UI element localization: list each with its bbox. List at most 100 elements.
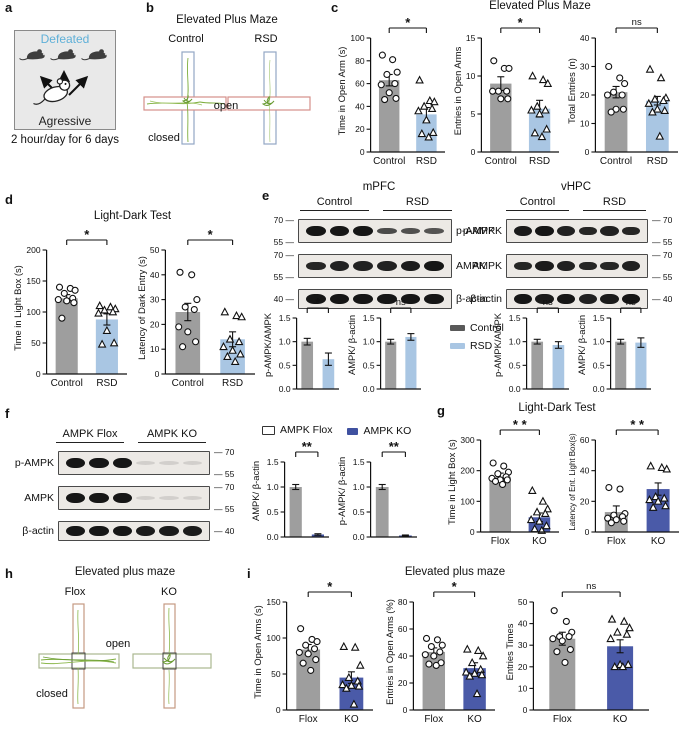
blot-row: β-actin — 40 xyxy=(456,286,678,312)
svg-text:20: 20 xyxy=(398,678,408,688)
protein-band xyxy=(112,493,133,503)
chart-time-in-light-box-rsd: 0 50 100 150 200 Control RSD Time in Light Box … xyxy=(12,226,132,395)
panel-d-title: Light-Dark Test xyxy=(93,210,172,222)
svg-text:100: 100 xyxy=(266,633,280,643)
protein-band xyxy=(400,227,421,235)
vhpc-western-blot: p-AMPK — 70 — 55 AMPK — 70 — 55 β-actin — 40 xyxy=(456,216,678,317)
svg-text:Entries in Open Arms: Entries in Open Arms xyxy=(452,46,463,135)
blot-row: p-AMPK — 70 — 55 xyxy=(456,216,678,246)
svg-text:0: 0 xyxy=(36,369,41,379)
svg-text:50: 50 xyxy=(150,245,160,255)
protein-band xyxy=(135,496,156,500)
svg-text:0.5: 0.5 xyxy=(509,360,521,370)
svg-text:RSD: RSD xyxy=(647,156,668,167)
svg-text:0.0: 0.0 xyxy=(353,532,365,542)
protein-band xyxy=(513,226,532,236)
svg-text:40: 40 xyxy=(398,651,408,661)
panel-b-open-label: open xyxy=(213,100,239,112)
defeated-mouse-icon xyxy=(19,48,46,61)
protein-band xyxy=(622,226,641,236)
mpfc-rsd-label: RSD xyxy=(383,196,452,211)
protein-label: AMPK xyxy=(24,492,54,504)
mw-marker: — 55 xyxy=(652,236,673,247)
protein-label: p-AMPK xyxy=(14,457,54,469)
svg-text:Latency of Dark Entry (s): Latency of Dark Entry (s) xyxy=(136,256,147,360)
mw-column: — 40 xyxy=(214,518,240,544)
blot-row: 70 — 55 — AMPK xyxy=(268,251,502,281)
svg-text:*: * xyxy=(84,227,90,242)
svg-text:0.5: 0.5 xyxy=(353,507,365,517)
svg-text:AMPK/ β-actin: AMPK/ β-actin xyxy=(250,461,261,521)
vhpc-control-label: Control xyxy=(506,196,569,211)
svg-text:10: 10 xyxy=(150,344,160,354)
svg-text:20: 20 xyxy=(518,662,528,672)
svg-text:RSD: RSD xyxy=(222,378,243,389)
epm-diagram-control-rsd xyxy=(143,51,311,145)
svg-text:ns: ns xyxy=(543,297,553,308)
mw-marker: 70 — xyxy=(273,215,294,225)
mw-marker: 40 — xyxy=(273,293,294,304)
panel-i-title: Elevated plus maze xyxy=(404,566,506,578)
blot-row: β-actin — 40 xyxy=(8,518,240,544)
mw-marker: 55 — xyxy=(273,236,294,247)
protein-band xyxy=(159,526,179,536)
svg-text:150: 150 xyxy=(266,597,280,607)
svg-text:AMPK/ β-actin: AMPK/ β-actin xyxy=(576,315,587,375)
protein-band xyxy=(135,526,156,536)
ko-swatch-icon xyxy=(347,427,359,435)
svg-text:10: 10 xyxy=(580,119,590,129)
svg-text:1.0: 1.0 xyxy=(279,337,291,347)
panel-h-closed-label: closed xyxy=(36,688,68,700)
protein-band xyxy=(557,294,576,304)
svg-text:30: 30 xyxy=(580,62,590,72)
svg-text:50: 50 xyxy=(31,338,41,348)
panel-label-g: g xyxy=(437,403,445,418)
svg-text:0: 0 xyxy=(360,147,365,157)
mw-marker: — 70 xyxy=(214,482,235,492)
svg-text:0.0: 0.0 xyxy=(363,384,375,394)
protein-band xyxy=(600,294,619,304)
svg-text:300: 300 xyxy=(460,435,474,445)
svg-text:p-AMPK/ β-actin: p-AMPK/ β-actin xyxy=(336,457,347,525)
svg-text:50: 50 xyxy=(518,597,528,607)
svg-text:RSD: RSD xyxy=(96,378,117,389)
chart-mpfc-ampk-ratio: 0.0 0.5 1.0 1.5 AMPK/ β-actin ns xyxy=(346,294,426,401)
svg-text:0.0: 0.0 xyxy=(509,384,521,394)
panel-h-open-label: open xyxy=(105,638,131,650)
protein-band xyxy=(622,261,641,271)
blot-row: p-AMPK — 70 — 55 xyxy=(8,448,240,478)
attack-arrow-icon xyxy=(68,75,89,96)
control-swatch-icon xyxy=(450,325,465,331)
rsd-swatch-icon xyxy=(450,343,465,349)
mpfc-control-label: Control xyxy=(300,196,369,211)
control-rsd-legend: Control RSD xyxy=(450,322,504,358)
panel-b-rsd-label: RSD xyxy=(254,33,278,45)
svg-text:Flox: Flox xyxy=(491,536,510,547)
protein-band xyxy=(182,526,203,536)
svg-text:80: 80 xyxy=(355,56,365,66)
svg-text:0.0: 0.0 xyxy=(279,384,291,394)
protein-band xyxy=(112,526,133,536)
protein-band xyxy=(578,294,597,304)
mw-column: 70 — 55 — xyxy=(268,251,294,281)
chart-latency-dark-entry: 0 10 20 30 40 50 Control RSD Latency of Dark Ent… xyxy=(136,226,260,395)
protein-band xyxy=(353,226,374,236)
svg-text:0.5: 0.5 xyxy=(593,360,605,370)
svg-text:* *: * * xyxy=(513,417,528,432)
mw-marker: — 55 xyxy=(214,503,235,514)
svg-text:*: * xyxy=(405,15,411,30)
svg-text:Control: Control xyxy=(485,156,517,167)
svg-text:1.5: 1.5 xyxy=(593,313,605,323)
epm-diagram-flox-ko xyxy=(38,603,212,709)
panel-h-ko-label: KO xyxy=(161,586,177,598)
svg-text:1.5: 1.5 xyxy=(353,457,365,467)
svg-text:Control: Control xyxy=(600,156,632,167)
legend-item-ko: AMPK KO xyxy=(347,425,411,437)
svg-text:*: * xyxy=(315,295,321,310)
svg-text:KO: KO xyxy=(532,536,547,547)
svg-text:RSD: RSD xyxy=(416,156,437,167)
svg-text:150: 150 xyxy=(26,276,40,286)
flox-ko-western-blot: p-AMPK — 70 — 55 AMPK — 70 — 55 β-actin — 40 xyxy=(8,448,240,549)
svg-text:RSD: RSD xyxy=(529,156,550,167)
aggressor-mouse-icon xyxy=(33,78,71,105)
